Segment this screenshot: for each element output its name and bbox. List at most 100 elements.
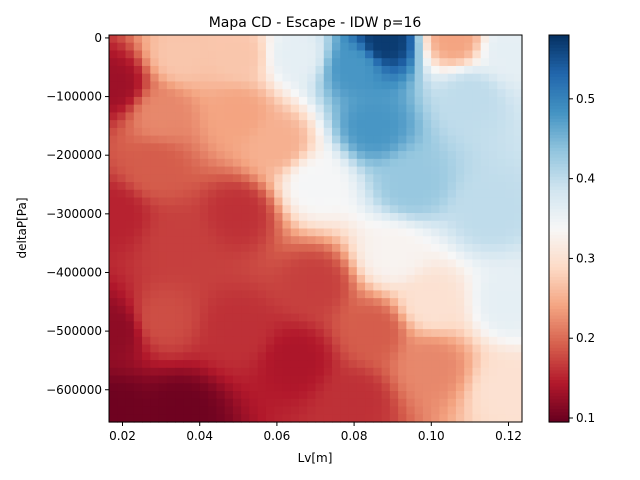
heatmap-cell [125,313,135,322]
heatmap-cell [332,182,341,191]
heatmap-cell [414,406,424,415]
heatmap-cell [282,197,292,206]
heatmap-cell [249,65,259,75]
heatmap-cell [356,65,366,75]
heatmap-cell [150,65,160,75]
heatmap-cell [398,127,407,137]
heatmap-cell [241,267,251,276]
heatmap-cell [191,35,201,44]
heatmap-cell [224,205,234,214]
heatmap-cell [414,151,424,160]
heatmap-cell [183,50,193,59]
heatmap-cell [455,344,465,353]
heatmap-cell [398,120,407,129]
heatmap-cell [191,81,201,90]
heatmap-cell [224,274,234,284]
heatmap-cell [191,58,201,67]
heatmap-cell [117,104,127,113]
heatmap-cell [175,73,184,83]
heatmap-cell [224,321,234,330]
heatmap-cell [249,375,259,384]
heatmap-cell [348,228,358,237]
heatmap-cell [332,298,341,307]
heatmap-cell [298,259,308,268]
heatmap-cell [480,406,490,415]
heatmap-cell [191,89,201,98]
heatmap-cell [232,135,242,144]
heatmap-cell [249,406,259,415]
heatmap-cell [241,143,251,152]
heatmap-cell [290,344,300,353]
heatmap-cell [439,104,449,113]
heatmap-cell [315,352,325,361]
heatmap-cell [290,251,300,261]
heatmap-cell [332,398,341,408]
heatmap-cell [381,120,391,129]
heatmap-cell [183,336,193,346]
heatmap-cell [257,290,267,299]
heatmap-cell [298,383,308,392]
heatmap-cell [208,213,217,222]
heatmap-cell [455,112,465,121]
heatmap-cell [133,127,143,137]
heatmap-cell [241,220,251,230]
heatmap-cell [513,73,523,83]
heatmap-cell [348,143,358,152]
heatmap-cell [373,398,383,408]
heatmap-cell [133,336,143,346]
heatmap-cell [290,375,300,384]
heatmap-cell [150,213,160,222]
heatmap-cell [191,127,201,137]
heatmap-cell [109,205,118,214]
heatmap-cell [216,220,226,230]
heatmap-cell [166,236,176,245]
heatmap-cell [497,166,507,175]
heatmap-cell [348,406,358,415]
heatmap-cell [340,251,350,261]
heatmap-cell [183,344,193,353]
heatmap-cell [505,367,515,377]
heatmap-cell [125,282,135,292]
heatmap-cell [274,166,284,175]
heatmap-cell [183,35,193,44]
heatmap-cell [414,313,424,322]
heatmap-cell [348,89,358,98]
heatmap-cell [307,81,317,90]
heatmap-cell [356,120,366,129]
heatmap-cell [315,112,325,121]
heatmap-cell [431,360,440,369]
colorbar-segment [549,173,569,178]
heatmap-cell [348,42,358,52]
heatmap-cell [431,251,440,261]
heatmap-cell [505,135,515,144]
heatmap-cell [348,321,358,330]
heatmap-cell [472,243,482,253]
heatmap-cell [340,274,350,284]
heatmap-cell [117,213,127,222]
heatmap-cell [117,228,127,237]
heatmap-cell [340,243,350,253]
heatmap-cell [398,197,407,206]
colorbar-segment [549,209,569,213]
heatmap-cell [257,375,267,384]
heatmap-cell [340,42,350,52]
heatmap-cell [398,58,407,67]
heatmap-cell [199,65,209,75]
heatmap-cell [125,352,135,361]
heatmap-cell [464,65,474,75]
heatmap-cell [265,73,275,83]
heatmap-cell [183,205,193,214]
heatmap-cell [373,259,383,268]
heatmap-cell [175,96,184,106]
heatmap-cell [133,414,143,423]
chart-title: Mapa CD - Escape - IDW p=16 [209,15,422,31]
heatmap-cell [480,120,490,129]
heatmap-cell [307,143,317,152]
heatmap-cell [422,352,432,361]
heatmap-cell [117,243,127,253]
heatmap-cell [406,213,416,222]
heatmap-cell [133,267,143,276]
heatmap-cell [398,104,407,113]
heatmap-cell [125,166,135,175]
heatmap-cell [166,42,176,52]
